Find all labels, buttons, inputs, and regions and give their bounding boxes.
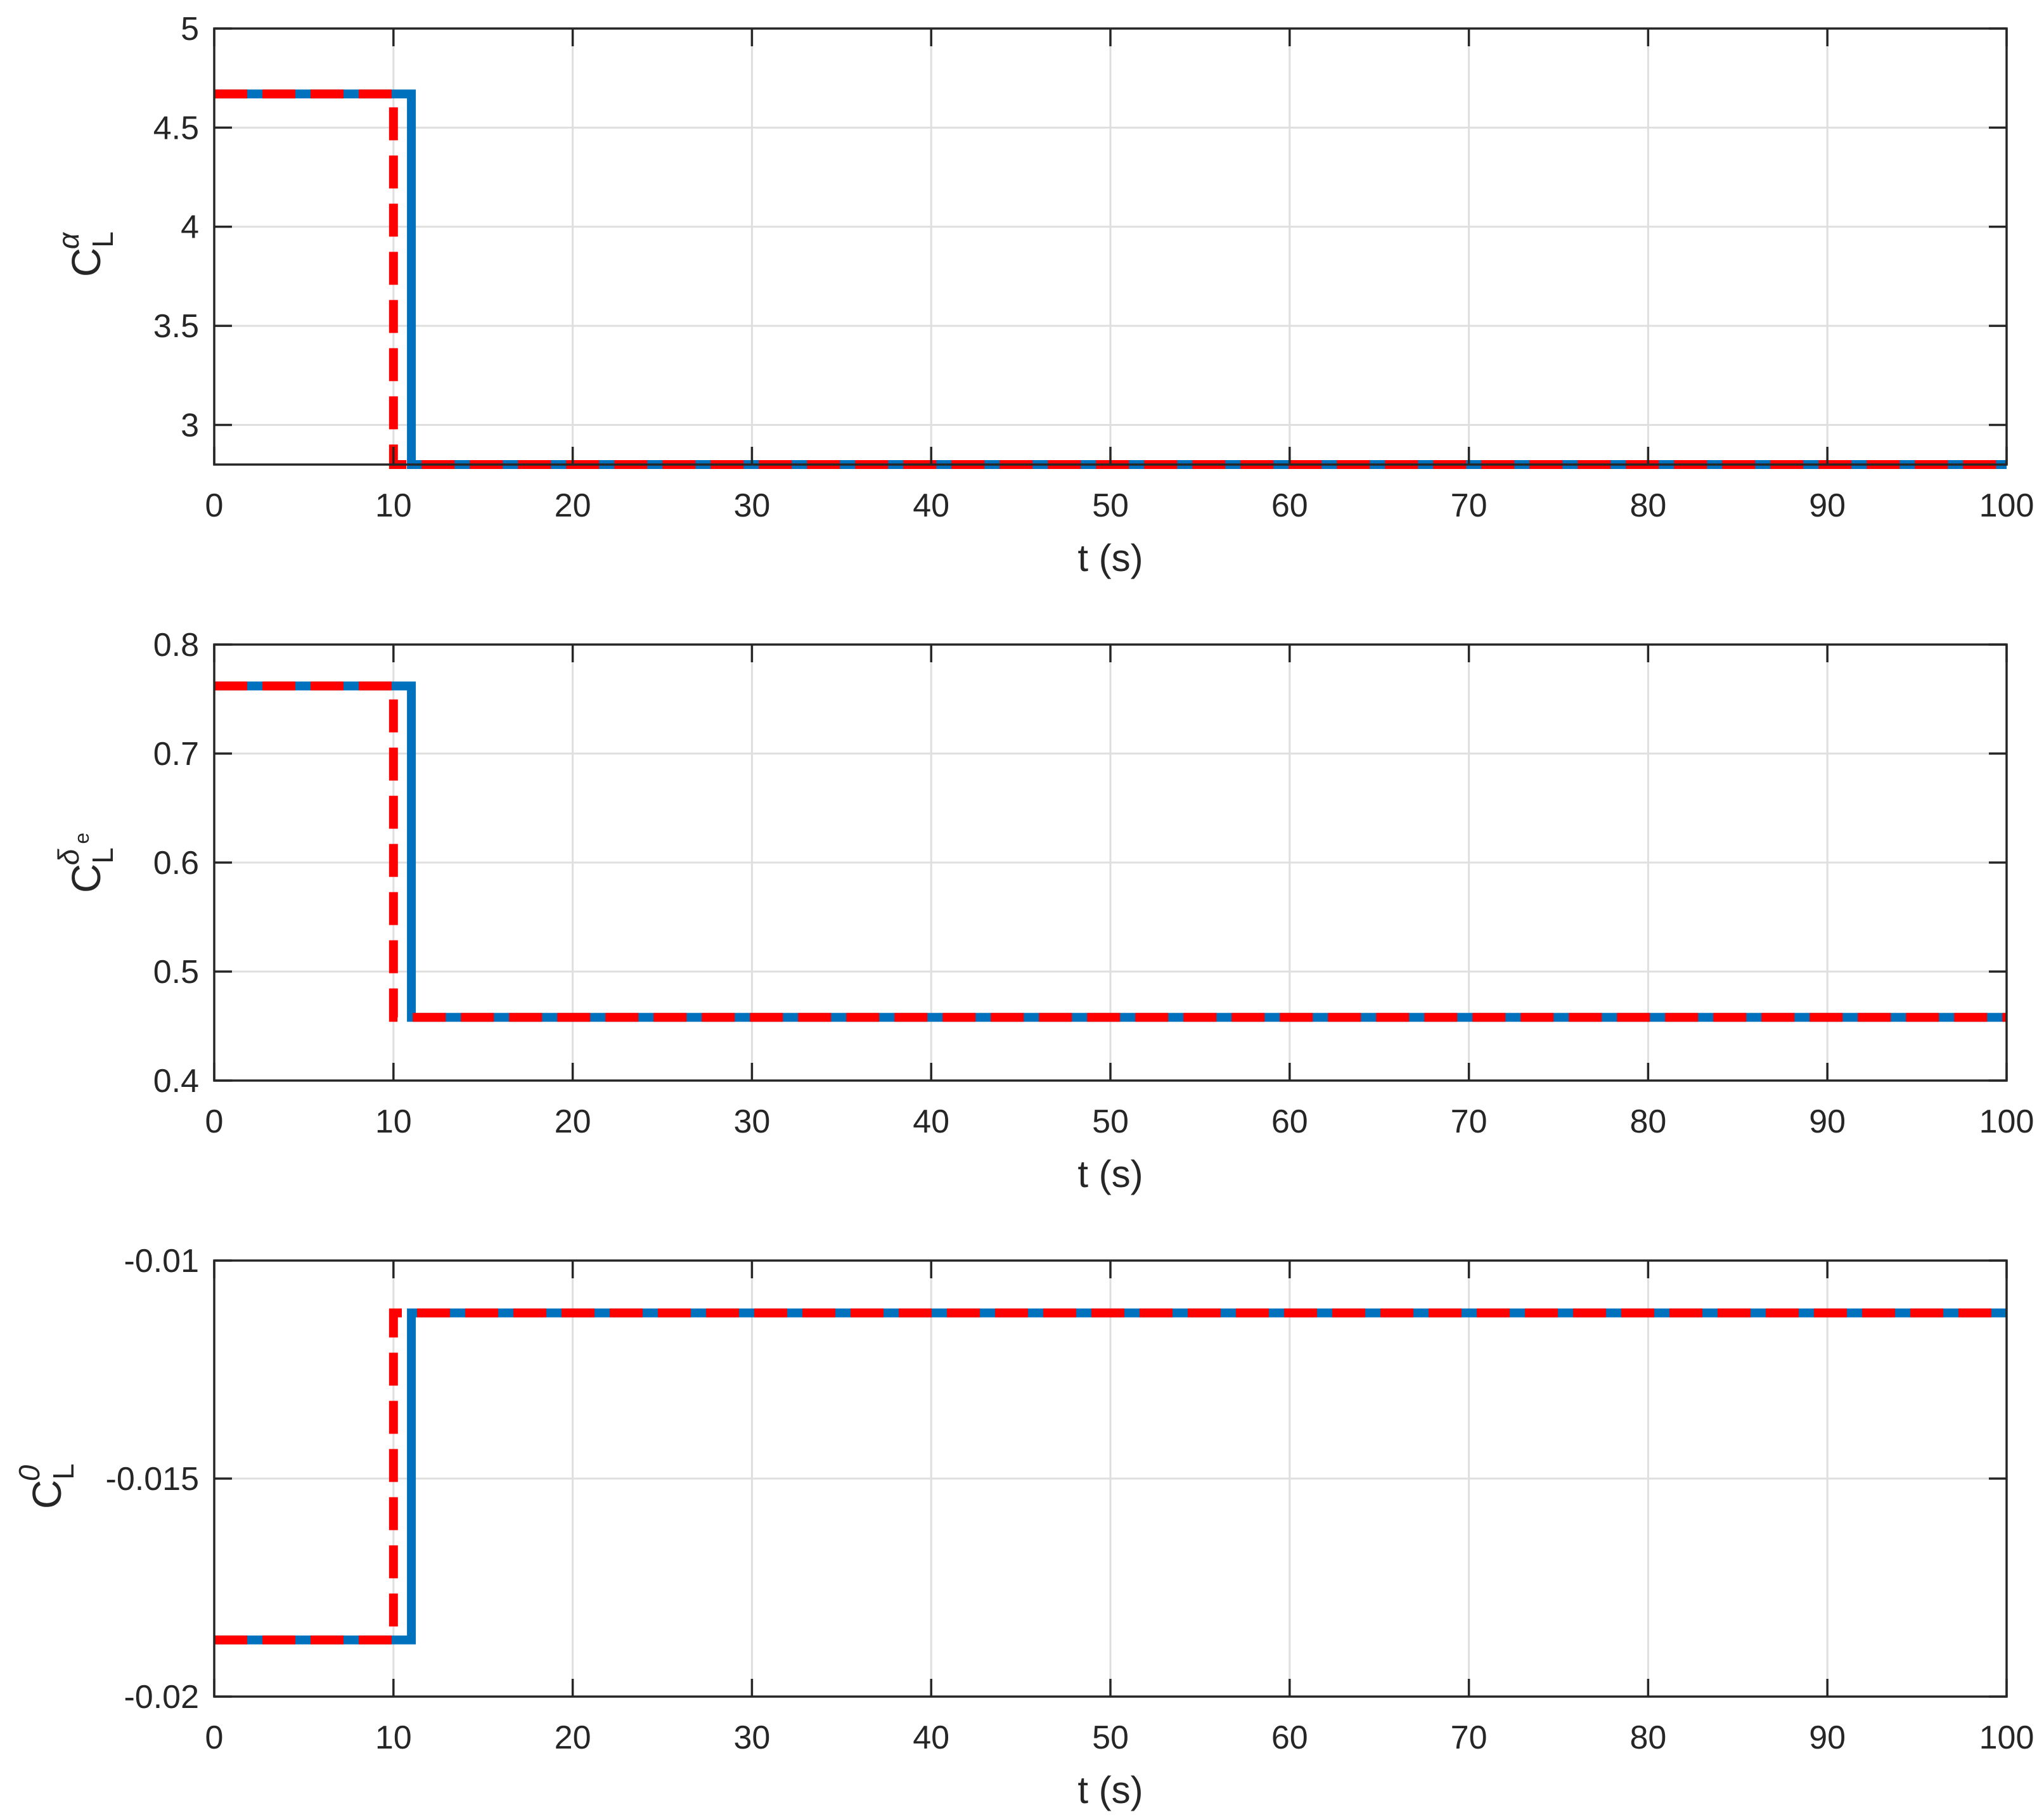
x-tick-label: 70 xyxy=(1451,1719,1488,1756)
chart-panel-2: 0 10 20 30 40 50 60 70 80 90 100 0.4 0.5 0.6 0.7 0.8 t (… xyxy=(52,627,2034,1195)
y-axis-label-sub: L xyxy=(86,231,119,248)
x-tick-label: 60 xyxy=(1271,487,1308,524)
x-tick-label: 0 xyxy=(205,487,224,524)
x-tick-label: 10 xyxy=(375,487,412,524)
x-tick-label: 20 xyxy=(555,487,591,524)
y-tick-label: 0.7 xyxy=(153,736,199,773)
x-tick-label: 40 xyxy=(913,1103,949,1140)
x-tick-label: 30 xyxy=(733,1719,770,1756)
y-axis-label-sub: L xyxy=(47,1463,80,1480)
x-tick-label: 90 xyxy=(1809,1719,1846,1756)
y-axis-label-sup: 0 xyxy=(13,1465,46,1481)
y-axis-label-sup: δ xyxy=(52,849,85,865)
x-tick-label: 80 xyxy=(1629,1719,1666,1756)
x-tick-label: 70 xyxy=(1451,1103,1488,1140)
x-tick-label: 100 xyxy=(1979,487,2034,524)
x-tick-label: 70 xyxy=(1451,487,1488,524)
y-axis-label-base: C xyxy=(24,1480,70,1509)
y-axis-label-base: C xyxy=(63,248,109,277)
x-tick-label: 20 xyxy=(555,1103,591,1140)
x-tick-label: 20 xyxy=(555,1719,591,1756)
x-tick-label: 50 xyxy=(1092,487,1129,524)
x-tick-label: 80 xyxy=(1629,1103,1666,1140)
y-tick-label: 0.6 xyxy=(153,845,199,882)
y-tick-label: -0.01 xyxy=(124,1243,199,1280)
y-tick-label: -0.015 xyxy=(106,1461,199,1498)
x-tick-label: 60 xyxy=(1271,1719,1308,1756)
y-axis-label-sub: L xyxy=(86,847,119,864)
x-tick-label: 80 xyxy=(1629,487,1666,524)
series-line-dashed xyxy=(214,1308,2007,1645)
y-tick-label: 0.5 xyxy=(153,954,199,991)
y-tick-label: 4.5 xyxy=(153,110,199,146)
y-tick-label: 3.5 xyxy=(153,308,199,345)
y-tick-label: 4 xyxy=(181,209,199,246)
x-tick-label: 50 xyxy=(1092,1103,1129,1140)
x-axis-label: t (s) xyxy=(1077,1153,1143,1195)
y-axis-label: CL0 xyxy=(13,1463,80,1509)
x-tick-label: 90 xyxy=(1809,487,1846,524)
x-tick-label: 10 xyxy=(375,1103,412,1140)
y-axis-label-sup: α xyxy=(52,231,85,249)
chart-panel-3: 0 10 20 30 40 50 60 70 80 90 100 -0.02 -0.015 -0.01 t … xyxy=(13,1243,2034,1811)
x-tick-label: 60 xyxy=(1271,1103,1308,1140)
x-tick-label: 30 xyxy=(733,487,770,524)
y-tick-label: -0.02 xyxy=(124,1679,199,1716)
y-tick-label: 0.4 xyxy=(153,1063,199,1100)
y-axis-label-sup-sub: e xyxy=(70,833,93,844)
series-line-dashed xyxy=(214,681,2007,1022)
x-tick-label: 50 xyxy=(1092,1719,1129,1756)
chart-panel-1: 0 10 20 30 40 50 60 70 80 90 100 3 3.5 4 4.5 5 t (s) CLα xyxy=(52,11,2034,579)
y-tick-label: 3 xyxy=(181,407,199,444)
y-tick-label: 0.8 xyxy=(153,627,199,664)
x-tick-label: 0 xyxy=(205,1103,224,1140)
x-tick-label: 40 xyxy=(913,1719,949,1756)
y-axis-label: CLα xyxy=(52,231,119,277)
y-axis-label-base: C xyxy=(63,864,109,893)
x-tick-label: 0 xyxy=(205,1719,224,1756)
y-axis-label: CLδe xyxy=(52,833,119,893)
x-tick-label: 40 xyxy=(913,487,949,524)
x-tick-label: 10 xyxy=(375,1719,412,1756)
x-axis-label: t (s) xyxy=(1077,1769,1143,1811)
x-tick-label: 30 xyxy=(733,1103,770,1140)
x-tick-label: 100 xyxy=(1979,1719,2034,1756)
x-axis-label: t (s) xyxy=(1077,537,1143,579)
y-tick-label: 5 xyxy=(181,11,199,48)
x-tick-label: 100 xyxy=(1979,1103,2034,1140)
x-tick-label: 90 xyxy=(1809,1103,1846,1140)
